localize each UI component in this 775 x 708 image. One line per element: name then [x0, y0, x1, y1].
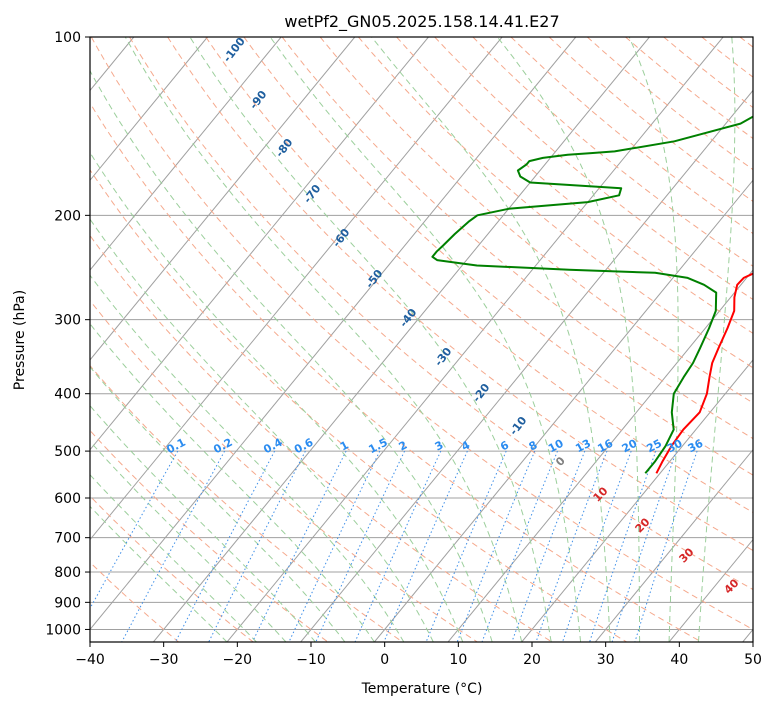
mixing-ratio-line [562, 450, 632, 642]
dry-adiabat-line [129, 37, 753, 591]
x-tick-label: 10 [449, 652, 467, 668]
mixing-ratio-label: 16 [596, 437, 616, 456]
isotherm-line [226, 37, 724, 642]
dry-adiabat-line [319, 37, 753, 404]
x-tick-label: −30 [149, 652, 179, 668]
mixing-ratio-line [383, 450, 468, 642]
mixing-ratio-line [354, 450, 442, 642]
y-tick-label: 700 [54, 531, 81, 547]
mixing-ratio-line [288, 450, 381, 642]
y-axis-title: Pressure (hPa) [12, 290, 28, 390]
temperature-profile-line [655, 272, 753, 474]
x-tick-label: 40 [670, 652, 688, 668]
isotherm-line [90, 37, 429, 451]
mixing-ratio-label: 30 [665, 437, 685, 456]
mixing-ratio-label: 13 [573, 437, 593, 456]
x-tick-label: −10 [296, 652, 326, 668]
y-tick-label: 400 [54, 387, 81, 403]
mixing-ratio-line [252, 450, 347, 642]
moist-adiabat-line [698, 37, 736, 642]
isotherm-line [90, 37, 208, 182]
mixing-ratio-label: 20 [620, 437, 640, 456]
dry-adiabat-line [205, 37, 753, 513]
x-tick-label: 50 [744, 652, 762, 668]
moist-adiabat-line [90, 366, 346, 642]
y-tick-label: 800 [54, 565, 81, 581]
moist-adiabat-line [497, 37, 641, 642]
y-tick-label: 600 [54, 491, 81, 507]
axis-layer: −40 −30 −20 −10 0 10 20 30 40 50 100 200 300 400 500 60… [45, 30, 762, 668]
moist-adiabat-line [90, 69, 493, 642]
moist-adiabat-line [189, 37, 552, 642]
y-tick-label: 300 [54, 313, 81, 329]
y-tick-label: 200 [54, 208, 81, 224]
isotherm-line [594, 448, 753, 642]
dry-adiabat-line [167, 37, 753, 552]
grid-layer [90, 37, 753, 642]
dry-adiabat-line [90, 102, 702, 642]
isotherm-line [668, 538, 753, 642]
mixing-ratio-line [425, 450, 507, 642]
moist-adiabat-line [371, 37, 611, 642]
isotherm-line [90, 37, 577, 631]
dry-adiabat-line [243, 37, 753, 476]
isotherm-line [90, 37, 503, 541]
y-tick-label: 500 [54, 444, 81, 460]
mixing-ratio-line [121, 450, 226, 642]
isotherm-line [373, 179, 753, 642]
x-axis-title: Temperature (°C) [361, 681, 483, 697]
mixing-ratio-label: 25 [644, 437, 664, 456]
x-tick-label: −40 [75, 652, 105, 668]
dry-adiabat-line [548, 37, 753, 202]
chart-title: wetPf2_GN05.2025.158.14.41.E27 [284, 12, 559, 32]
dry-adiabat-line [90, 234, 553, 642]
moist-adiabat-line [628, 37, 679, 642]
moist-adiabat-line [90, 505, 228, 642]
x-tick-label: 0 [380, 652, 389, 668]
dewpoint-profile-line [431, 115, 753, 474]
moist-adiabat-line [269, 37, 582, 642]
y-tick-label: 100 [54, 30, 81, 46]
moist-adiabat-line [124, 37, 523, 642]
dry-adiabat-line [90, 364, 403, 642]
mixing-ratio-label: 10 [546, 437, 566, 456]
isotherm-line [90, 37, 282, 271]
moist-adiabat-line [90, 404, 316, 642]
mixing-ratio-line [90, 450, 179, 610]
moist-adiabat-line [90, 151, 464, 642]
mixing-ratio-label: 36 [686, 436, 706, 455]
y-tick-label: 1000 [45, 622, 81, 638]
dry-adiabat-line [90, 495, 254, 642]
mixing-ratio-line [589, 450, 657, 642]
x-tick-label: −20 [223, 652, 253, 668]
isotherm-line [90, 37, 356, 361]
moist-adiabat-line [90, 323, 375, 642]
y-tick-label: 900 [54, 595, 81, 611]
mixing-ratio-line [634, 450, 698, 642]
mixing-ratio-line [611, 450, 677, 642]
dry-adiabat-line [625, 37, 753, 140]
x-tick-label: 30 [597, 652, 615, 668]
plot-frame [89, 36, 754, 643]
series-layer [431, 115, 753, 474]
x-tick-label: 20 [523, 652, 541, 668]
dry-adiabat-line [281, 37, 753, 440]
dry-adiabat-line [90, 169, 627, 642]
dry-adiabat-line [90, 37, 753, 631]
dry-adiabat-line [434, 37, 753, 301]
dry-adiabat-line [510, 37, 753, 235]
dry-adiabat-line [358, 37, 753, 369]
dry-adiabat-line [396, 37, 753, 334]
